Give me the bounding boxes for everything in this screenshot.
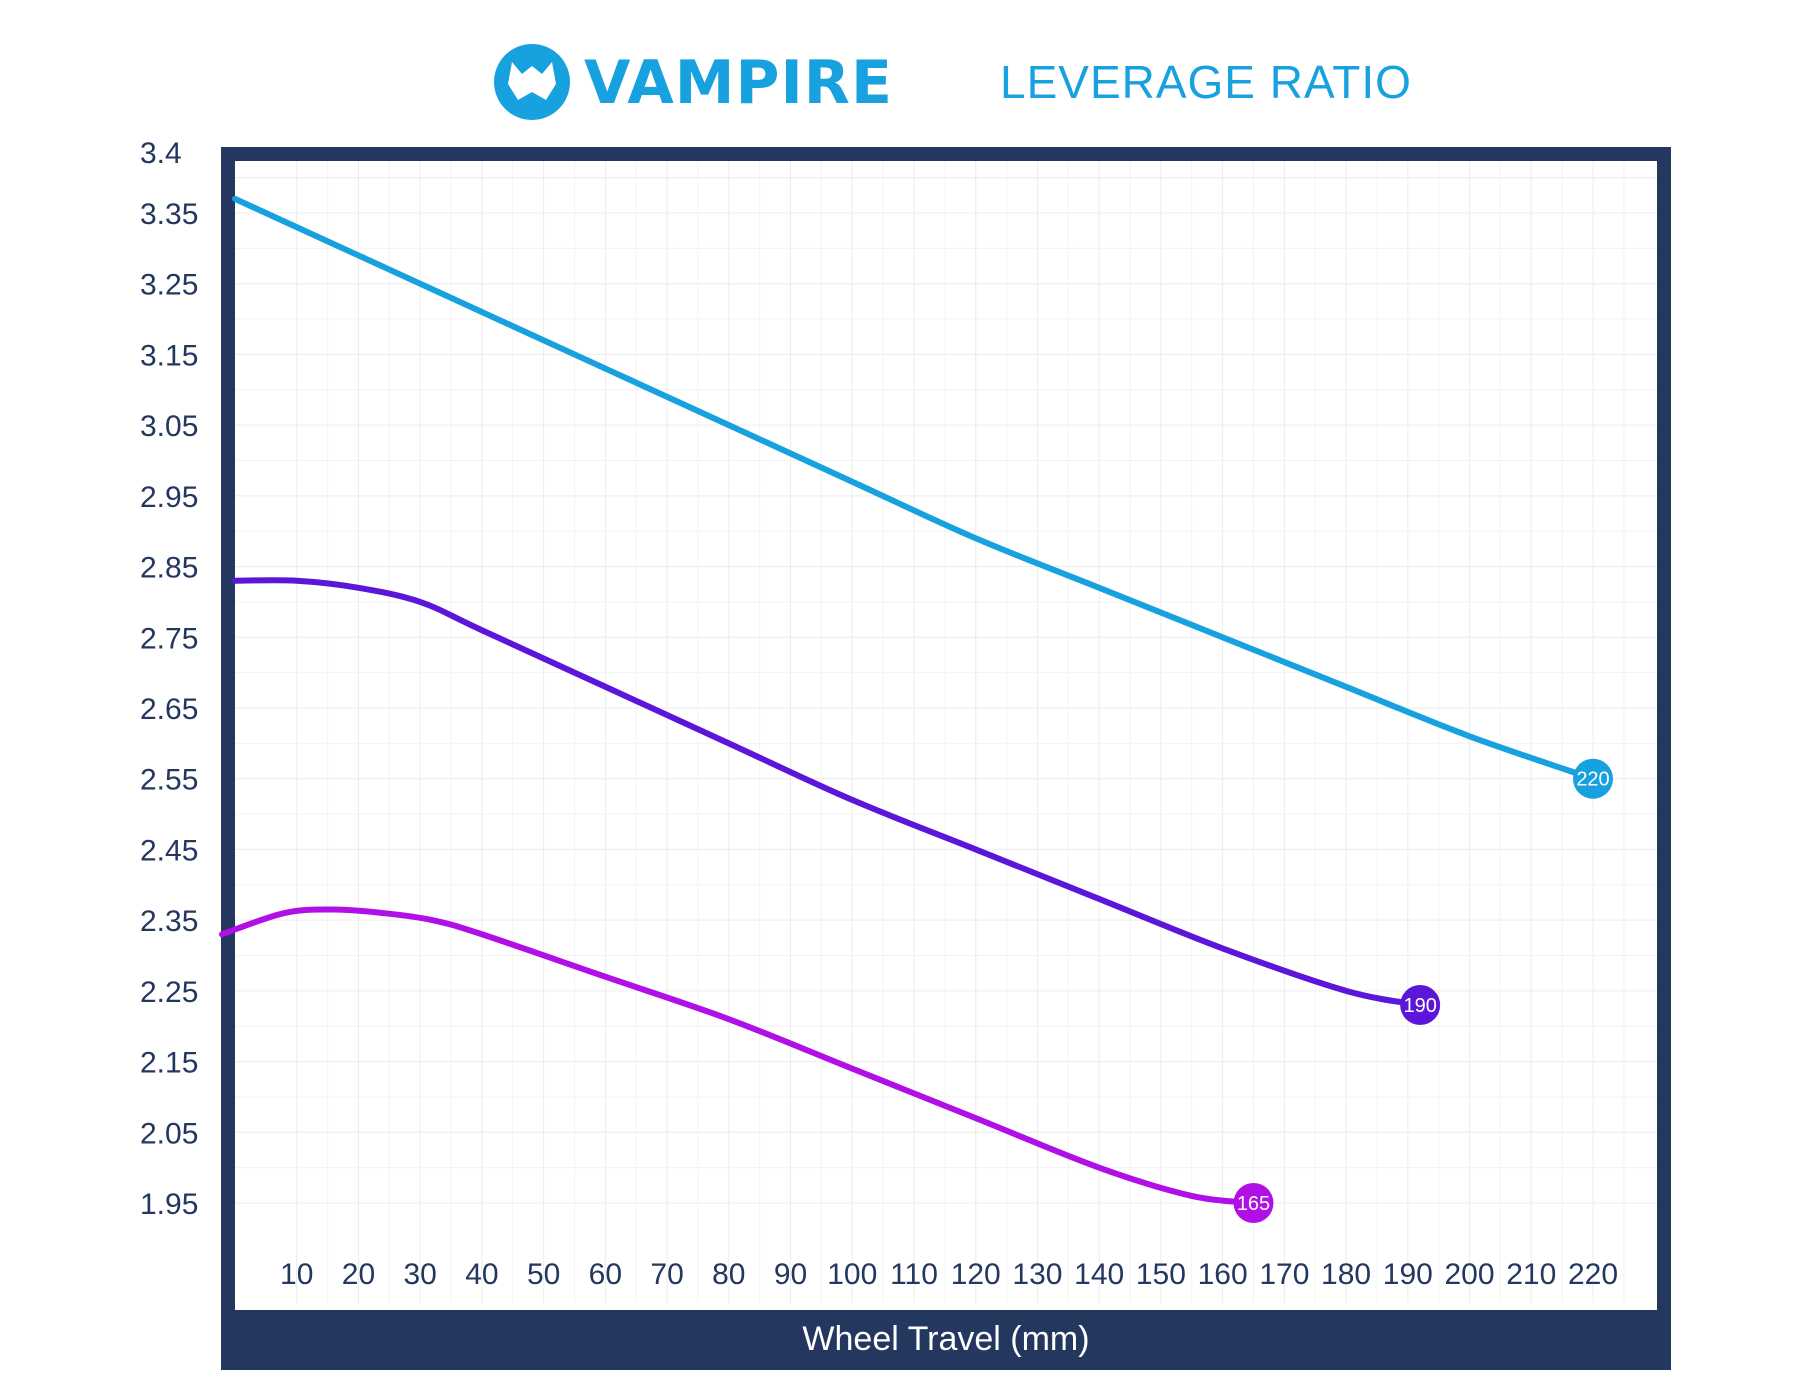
y-tick-label: 2.75 bbox=[140, 622, 198, 655]
x-tick-label: 160 bbox=[1198, 1258, 1248, 1291]
y-axis-ticks: 1.95 2.05 2.15 2.25 2.35 2.45 2.55 2.65 2.75 2.85… bbox=[140, 137, 198, 1221]
y-tick-label: 2.65 bbox=[140, 693, 198, 726]
series-line-165 bbox=[219, 906, 1257, 1206]
series-lines: 220 190 165 bbox=[219, 195, 1613, 1223]
x-tick-label: 60 bbox=[589, 1258, 622, 1291]
y-tick-label: 2.55 bbox=[140, 764, 198, 797]
x-tick-label: 20 bbox=[342, 1258, 375, 1291]
y-tick-label: 2.35 bbox=[140, 905, 198, 938]
y-tick-label: 3.25 bbox=[140, 269, 198, 302]
y-tick-label: 3.35 bbox=[140, 198, 198, 231]
series-end-marker-190 bbox=[1400, 985, 1441, 1025]
y-tick-label: 2.85 bbox=[140, 552, 198, 585]
x-tick-label: 50 bbox=[527, 1258, 560, 1291]
x-tick-label: 80 bbox=[712, 1258, 745, 1291]
x-tick-label: 100 bbox=[827, 1258, 877, 1291]
x-tick-label: 180 bbox=[1321, 1258, 1371, 1291]
x-tick-label: 140 bbox=[1074, 1258, 1124, 1291]
x-tick-label: 170 bbox=[1259, 1258, 1309, 1291]
x-tick-label: 220 bbox=[1568, 1258, 1618, 1291]
bat-shape-icon bbox=[508, 62, 556, 100]
series-line-220 bbox=[232, 195, 1596, 782]
x-tick-label: 110 bbox=[890, 1258, 938, 1291]
x-axis-label-band bbox=[221, 1310, 1671, 1370]
y-tick-label: 3.05 bbox=[140, 410, 198, 443]
y-tick-label: 1.95 bbox=[140, 1188, 198, 1221]
x-tick-label: 40 bbox=[465, 1258, 498, 1291]
x-tick-label: 90 bbox=[774, 1258, 807, 1291]
x-tick-label: 30 bbox=[403, 1258, 436, 1291]
series-end-label: 220 bbox=[1576, 769, 1609, 791]
x-tick-label: 190 bbox=[1383, 1258, 1433, 1291]
brand-logo: VAMPIRE bbox=[494, 44, 893, 120]
x-tick-label: 70 bbox=[650, 1258, 683, 1291]
y-tick-label: 3.15 bbox=[140, 339, 198, 372]
x-tick-label: 150 bbox=[1136, 1258, 1186, 1291]
y-tick-label: 2.05 bbox=[140, 1117, 198, 1150]
grid bbox=[235, 161, 1657, 1303]
series-end-label: 165 bbox=[1237, 1193, 1270, 1215]
y-tick-label: 2.45 bbox=[140, 834, 198, 867]
series-end-marker-220 bbox=[1573, 758, 1613, 799]
brand-name: VAMPIRE bbox=[584, 48, 893, 118]
x-axis-label: Wheel Travel (mm) bbox=[802, 1320, 1089, 1358]
series-line-190 bbox=[232, 577, 1424, 1008]
x-axis-ticks: 10 20 30 40 50 60 70 80 90 100 110 120 130 140 150 160 1… bbox=[280, 1258, 1618, 1291]
x-tick-label: 120 bbox=[951, 1258, 1001, 1291]
y-tick-label: 2.95 bbox=[140, 481, 198, 514]
series-end-marker-165 bbox=[1233, 1183, 1274, 1223]
chart-title: LEVERAGE RATIO bbox=[1000, 56, 1412, 108]
y-tick-label: 3.4 bbox=[140, 137, 182, 170]
series-end-label: 190 bbox=[1403, 995, 1436, 1017]
x-tick-label: 210 bbox=[1506, 1258, 1556, 1291]
y-tick-label: 2.25 bbox=[140, 976, 198, 1009]
x-tick-label: 10 bbox=[280, 1258, 313, 1291]
x-tick-label: 200 bbox=[1445, 1258, 1495, 1291]
x-tick-label: 130 bbox=[1012, 1258, 1062, 1291]
y-tick-label: 2.15 bbox=[140, 1047, 198, 1080]
